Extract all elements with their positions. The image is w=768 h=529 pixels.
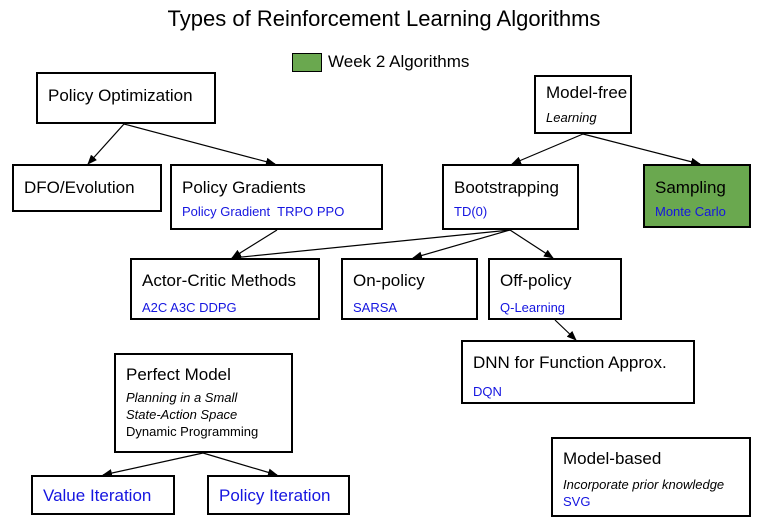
node-subtitle: Incorporate prior knowledge — [563, 477, 725, 492]
edge-modelfree-sampling — [582, 133, 701, 166]
legend: Week 2 Algorithms — [292, 52, 469, 72]
edge-bootstrapping-offpolicy — [509, 229, 554, 259]
legend-label: Week 2 Algorithms — [328, 52, 470, 71]
edge-policyopt-dfo — [87, 123, 125, 165]
node-dnn-function-approx: DNN for Function Approx. DQN — [461, 340, 695, 404]
node-actor-critic: Actor-Critic Methods A2C A3C DDPG — [130, 258, 320, 320]
node-on-policy: On-policy SARSA — [341, 258, 478, 320]
node-policy-gradients: Policy Gradients Policy Gradient TRPO PP… — [170, 164, 383, 230]
node-method: Dynamic Programming — [126, 424, 259, 439]
node-title: Policy Optimization — [48, 86, 193, 105]
node-subtitle-line1: Planning in a Small — [126, 390, 238, 405]
node-dfo-evolution: DFO/Evolution — [12, 164, 162, 212]
edge-bootstrapping-onpolicy — [412, 229, 511, 260]
edge-bootstrapping-actorcritic — [231, 229, 511, 262]
node-title: Model-free — [546, 83, 628, 102]
edge-policygrad-actorcritic — [231, 229, 278, 259]
node-title: Perfect Model — [126, 365, 231, 384]
node-title: Bootstrapping — [454, 178, 559, 197]
node-title: On-policy — [353, 271, 425, 290]
node-subtitle: Learning — [546, 110, 597, 125]
node-title: DFO/Evolution — [24, 178, 135, 197]
node-title: DNN for Function Approx. — [473, 353, 667, 372]
node-examples: SVG — [563, 494, 591, 509]
node-value-iteration: Value Iteration — [31, 475, 175, 515]
edge-modelfree-bootstrapping — [511, 133, 584, 165]
node-perfect-model: Perfect Model Planning in a Small State-… — [114, 353, 293, 453]
node-title: Policy Iteration — [219, 486, 331, 505]
node-examples: Monte Carlo — [655, 204, 726, 219]
node-model-free: Model-free Learning — [534, 75, 632, 134]
edge-perfectmodel-valueiter — [102, 452, 204, 477]
node-examples: DQN — [473, 384, 502, 399]
node-model-based: Model-based Incorporate prior knowledge … — [551, 437, 751, 517]
node-policy-optimization: Policy Optimization — [36, 72, 216, 124]
node-examples: A2C A3C DDPG — [142, 300, 237, 315]
node-title: Value Iteration — [43, 486, 152, 505]
node-examples: SARSA — [353, 300, 398, 315]
node-title: Off-policy — [500, 271, 572, 290]
node-title: Actor-Critic Methods — [142, 271, 296, 290]
node-off-policy: Off-policy Q-Learning — [488, 258, 622, 320]
diagram-title: Types of Reinforcement Learning Algorith… — [167, 6, 601, 31]
node-examples: Q-Learning — [500, 300, 566, 315]
node-title: Sampling — [655, 178, 726, 197]
node-title: Model-based — [563, 449, 662, 468]
legend-swatch — [292, 52, 322, 72]
edge-perfectmodel-policyiter — [202, 452, 278, 477]
node-examples: TD(0) — [454, 204, 488, 219]
edge-policyopt-policygrad — [123, 123, 276, 166]
node-examples: Policy Gradient TRPO PPO — [182, 204, 345, 219]
node-sampling: Sampling Monte Carlo — [643, 164, 751, 228]
node-title: Policy Gradients — [182, 178, 306, 197]
edge-offpolicy-dnn — [554, 319, 577, 341]
node-policy-iteration: Policy Iteration — [207, 475, 350, 515]
node-subtitle-line2: State-Action Space — [126, 407, 238, 422]
node-bootstrapping: Bootstrapping TD(0) — [442, 164, 579, 230]
